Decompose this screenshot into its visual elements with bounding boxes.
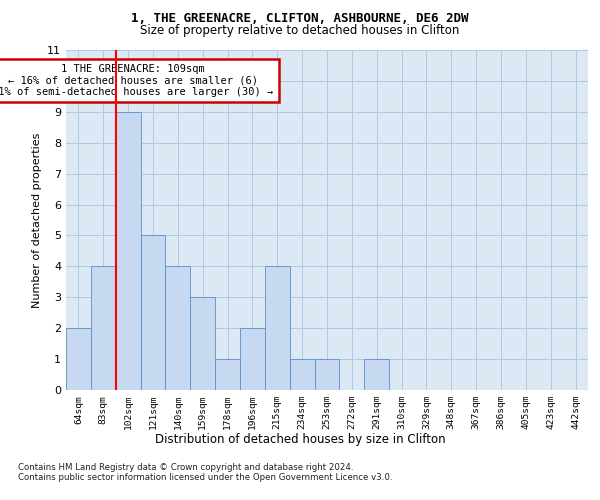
Bar bbox=[116, 112, 140, 390]
Bar bbox=[166, 266, 190, 390]
Bar bbox=[265, 266, 290, 390]
Text: Contains HM Land Registry data © Crown copyright and database right 2024.
Contai: Contains HM Land Registry data © Crown c… bbox=[18, 462, 392, 482]
Y-axis label: Number of detached properties: Number of detached properties bbox=[32, 132, 41, 308]
Bar bbox=[290, 359, 314, 390]
Bar bbox=[66, 328, 91, 390]
Bar bbox=[190, 298, 215, 390]
Bar bbox=[364, 359, 389, 390]
Bar bbox=[140, 236, 166, 390]
Text: Distribution of detached houses by size in Clifton: Distribution of detached houses by size … bbox=[155, 432, 445, 446]
Text: Size of property relative to detached houses in Clifton: Size of property relative to detached ho… bbox=[140, 24, 460, 37]
Bar bbox=[240, 328, 265, 390]
Bar bbox=[314, 359, 340, 390]
Text: 1 THE GREENACRE: 109sqm
← 16% of detached houses are smaller (6)
81% of semi-det: 1 THE GREENACRE: 109sqm ← 16% of detache… bbox=[0, 64, 274, 97]
Bar bbox=[215, 359, 240, 390]
Text: 1, THE GREENACRE, CLIFTON, ASHBOURNE, DE6 2DW: 1, THE GREENACRE, CLIFTON, ASHBOURNE, DE… bbox=[131, 12, 469, 26]
Bar bbox=[91, 266, 116, 390]
